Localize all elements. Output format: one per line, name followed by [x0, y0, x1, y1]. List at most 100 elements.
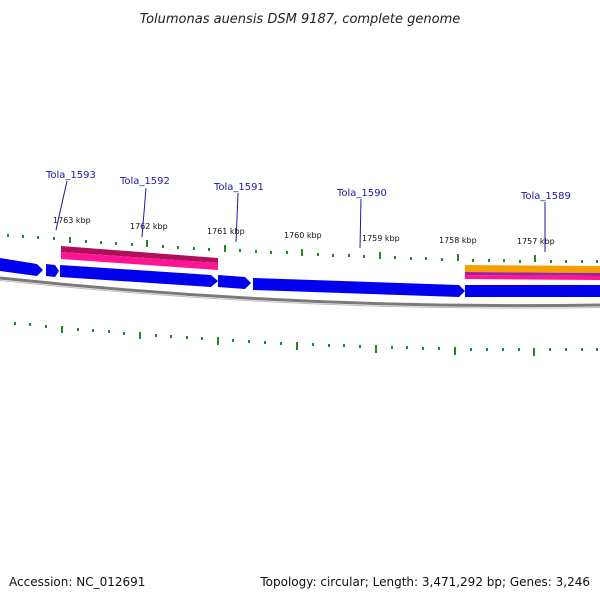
tick-mark	[193, 247, 195, 250]
tick-mark	[503, 259, 505, 262]
tick-mark	[224, 245, 226, 252]
leader-line	[235, 192, 239, 243]
tick-mark	[438, 347, 440, 350]
tick-mark	[177, 246, 179, 249]
tick-mark	[425, 257, 427, 260]
tick-mark	[379, 252, 381, 259]
genome-title: Tolumonas auensis DSM 9187, complete gen…	[140, 12, 461, 27]
tick-mark	[208, 248, 210, 251]
tick-mark	[108, 330, 110, 333]
kbp-label: 1759 kbp	[362, 234, 400, 243]
right-feature	[465, 265, 600, 280]
tick-mark	[14, 322, 16, 325]
tick-mark	[343, 344, 345, 347]
tick-mark	[162, 245, 164, 248]
tick-mark	[186, 336, 188, 339]
gene-labels: Tola_1593 Tola_1592 Tola_1591 Tola_1590 …	[45, 170, 571, 252]
tick-mark	[486, 348, 488, 351]
tick-mark	[301, 249, 303, 256]
tick-mark	[239, 249, 241, 252]
genome-backbone-inner	[0, 280, 600, 309]
tick-mark	[232, 339, 234, 342]
tick-mark	[488, 259, 490, 262]
tick-mark	[53, 237, 55, 240]
tick-mark	[7, 234, 9, 237]
tick-mark	[248, 340, 250, 343]
tick-mark	[441, 258, 443, 261]
tick-mark	[581, 260, 583, 263]
kbp-label: 1758 kbp	[439, 236, 477, 245]
tick-mark	[312, 343, 314, 346]
tick-mark	[472, 259, 474, 262]
tick-mark	[359, 345, 361, 348]
tick-mark	[348, 254, 350, 257]
gene-label-tola-1592: Tola_1592	[119, 176, 170, 187]
tick-mark	[406, 346, 408, 349]
tick-mark	[410, 257, 412, 260]
leader-line	[141, 187, 147, 238]
kbp-label: 1762 kbp	[130, 222, 168, 231]
tick-mark	[519, 260, 521, 263]
tick-mark	[457, 254, 459, 261]
cds-arrow	[46, 264, 59, 277]
tick-mark	[502, 348, 504, 351]
tick-mark	[596, 348, 598, 351]
rna-feature-band	[61, 246, 218, 263]
genome-backbone	[0, 276, 600, 308]
kbp-label: 1763 kbp	[53, 216, 91, 225]
kbp-label: 1760 kbp	[284, 231, 322, 240]
tick-mark	[565, 260, 567, 263]
tick-mark	[170, 335, 172, 338]
tick-mark	[29, 323, 31, 326]
tick-mark	[470, 348, 472, 351]
rna-feature	[61, 246, 218, 270]
tick-mark	[100, 241, 102, 244]
genome-summary-text: Topology: circular; Length: 3,471,292 bp…	[259, 575, 590, 589]
gene-label-tola-1591: Tola_1591	[213, 182, 264, 193]
tick-mark	[69, 237, 71, 243]
feature-band-pink	[465, 275, 600, 280]
kbp-label: 1761 kbp	[207, 227, 245, 236]
tick-mark	[296, 342, 298, 350]
cds-arrow	[465, 285, 600, 297]
leader-line	[359, 198, 362, 249]
kbp-label: 1757 kbp	[517, 237, 555, 246]
cds-arrow	[253, 278, 465, 297]
tick-mark	[77, 328, 79, 331]
tick-mark	[45, 325, 47, 328]
gene-label-tola-1590: Tola_1590	[336, 188, 387, 199]
tick-mark	[85, 240, 87, 243]
tick-mark	[375, 345, 377, 353]
leader-line	[55, 180, 68, 231]
tick-mark	[22, 235, 24, 238]
gene-label-tola-1589: Tola_1589	[520, 191, 571, 202]
tick-mark	[255, 250, 257, 253]
cds-arrow	[0, 258, 43, 276]
tick-mark	[155, 334, 157, 337]
tick-mark	[550, 260, 552, 263]
tick-mark	[270, 251, 272, 254]
tick-mark	[581, 348, 583, 351]
feature-band-orange	[465, 265, 600, 273]
tick-mark	[363, 255, 365, 258]
cds-arrow	[218, 275, 251, 289]
tick-mark	[328, 344, 330, 347]
accession-text: Accession: NC_012691	[9, 575, 145, 589]
inner-tick-row	[14, 322, 598, 356]
tick-mark	[533, 348, 535, 356]
tick-mark	[264, 341, 266, 344]
tick-mark	[391, 346, 393, 349]
tick-mark	[317, 253, 319, 256]
tick-mark	[422, 347, 424, 350]
tick-mark	[280, 342, 282, 345]
tick-mark	[131, 243, 133, 246]
tick-mark	[146, 240, 148, 247]
tick-mark	[565, 348, 567, 351]
outer-tick-row	[7, 234, 598, 263]
cds-track	[0, 258, 600, 297]
tick-mark	[139, 332, 141, 339]
gene-label-tola-1593: Tola_1593	[45, 170, 96, 181]
tick-mark	[454, 347, 456, 355]
tick-mark	[201, 337, 203, 340]
